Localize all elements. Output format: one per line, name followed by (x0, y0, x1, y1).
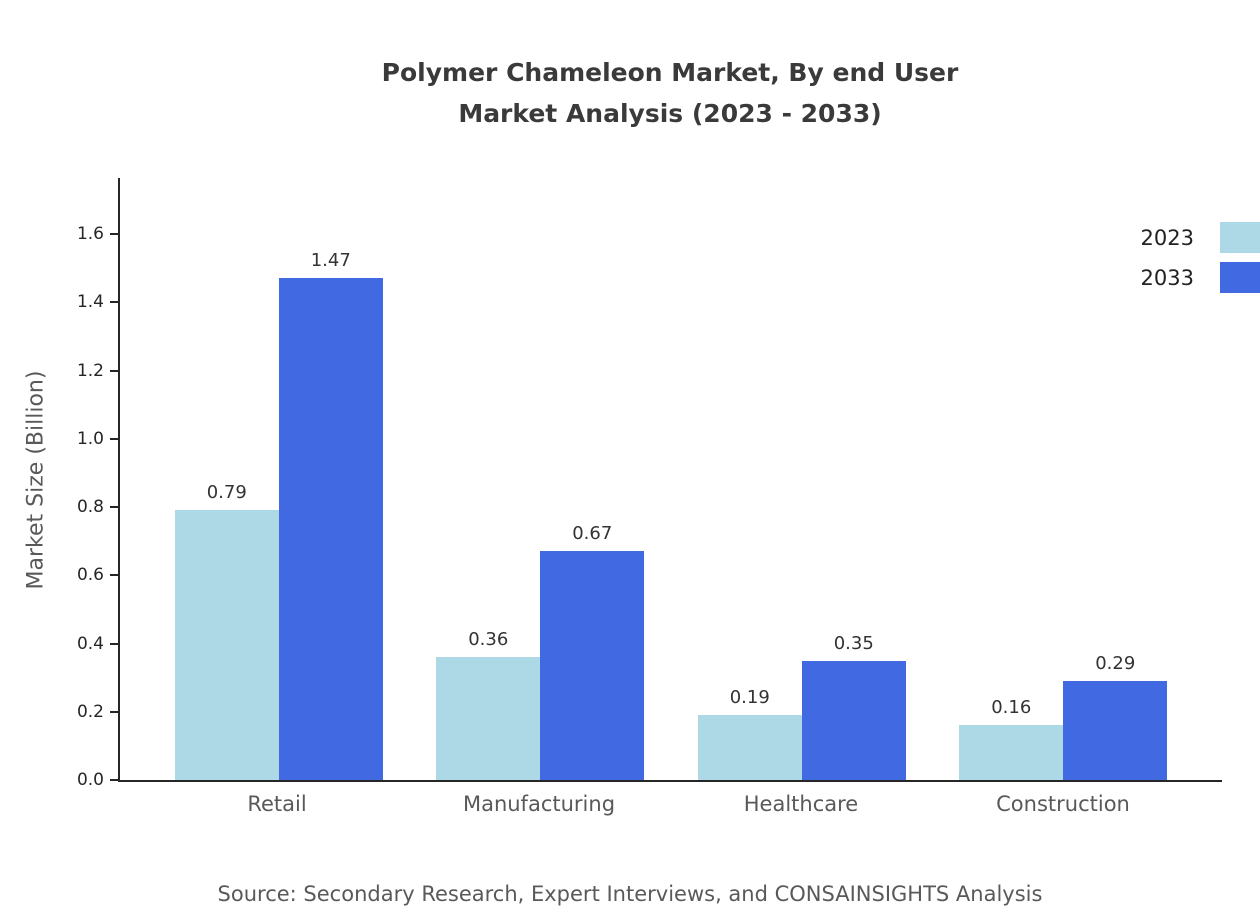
bar-column: 0.36 (436, 178, 541, 780)
legend-label: 2023 (1140, 225, 1194, 250)
chart-subtitle: Market Analysis (2023 - 2033) (458, 99, 882, 128)
legend: 2023 2033 (1141, 222, 1260, 302)
legend-swatch (1220, 222, 1260, 253)
legend-swatch (1220, 262, 1260, 293)
bar-value-label: 0.35 (833, 632, 874, 654)
bar-2023-construction (959, 725, 1064, 780)
y-tick-label: 0.6 (76, 565, 104, 586)
x-axis-category-label: Retail (247, 792, 307, 816)
bar-2033-retail (278, 278, 383, 780)
plot-area: 0.0 0.2 0.4 0.6 0.8 1.0 1.2 1.4 1.6 0.79 1.47 0.36… (77, 178, 1222, 790)
x-axis-category-label: Manufacturing (462, 792, 616, 816)
y-tick-mark (110, 710, 118, 713)
bar-group: 0.19 0.35 (671, 178, 933, 780)
bar-value-label: 0.29 (1095, 653, 1136, 675)
y-tick-mark (110, 233, 118, 236)
y-tick-label: 1.2 (76, 360, 104, 381)
bar-column: 0.79 (174, 178, 279, 780)
bar-value-label: 1.47 (310, 250, 351, 272)
legend-item: 2023 (1141, 222, 1260, 253)
y-tick-mark (110, 642, 118, 645)
bar-column: 0.35 (801, 178, 906, 780)
legend-item: 2033 (1141, 262, 1260, 293)
y-tick-mark (110, 369, 118, 372)
y-tick-mark (110, 437, 118, 440)
bar-2023-retail (174, 510, 279, 780)
bar-group: 0.36 0.67 (410, 178, 672, 780)
y-tick-label: 0.2 (76, 701, 104, 722)
bar-column: 0.16 (959, 178, 1064, 780)
bar-2033-healthcare (801, 660, 906, 780)
bar-value-label: 0.67 (572, 523, 613, 545)
y-tick-mark (110, 574, 118, 577)
chart-title-block: Polymer Chameleon Market, By end User Ma… (118, 52, 1222, 134)
y-tick-mark (110, 506, 118, 509)
y-tick-mark (110, 779, 118, 781)
y-tick-label: 1.6 (76, 224, 104, 245)
x-axis-labels: Retail Manufacturing Healthcare Constructio… (118, 792, 1222, 816)
bar-column: 0.29 (1063, 178, 1168, 780)
bar-2033-construction (1063, 681, 1168, 780)
bar-value-label: 0.36 (468, 629, 509, 651)
bar-group: 0.16 0.29 (933, 178, 1195, 780)
bar-2023-manufacturing (436, 657, 541, 780)
legend-label: 2033 (1140, 265, 1194, 290)
bar-column: 0.67 (540, 178, 645, 780)
y-tick-label: 0.4 (76, 633, 104, 654)
y-tick-mark (110, 301, 118, 304)
y-axis-title: Market Size (Billion) (23, 370, 49, 590)
bar-groups: 0.79 1.47 0.36 0.67 0.19 0.35 0.16 0.29 (120, 178, 1222, 780)
bar-group: 0.79 1.47 (148, 178, 410, 780)
bar-value-label: 0.19 (729, 687, 770, 709)
bar-value-label: 0.16 (991, 697, 1032, 719)
chart-title: Polymer Chameleon Market, By end User (381, 58, 959, 87)
source-text: Source: Secondary Research, Expert Inter… (217, 882, 1043, 906)
bar-column: 1.47 (278, 178, 383, 780)
bar-2033-manufacturing (540, 551, 645, 780)
y-tick-label: 1.0 (76, 428, 104, 449)
x-axis-category-label: Construction (996, 792, 1130, 816)
bar-value-label: 0.79 (206, 482, 247, 504)
y-tick-label: 1.4 (76, 292, 104, 313)
y-tick-label: 0.0 (76, 770, 104, 790)
x-axis-category-label: Healthcare (743, 792, 859, 816)
bar-column: 0.19 (697, 178, 802, 780)
bar-2023-healthcare (697, 715, 802, 780)
y-tick-label: 0.8 (76, 497, 104, 518)
